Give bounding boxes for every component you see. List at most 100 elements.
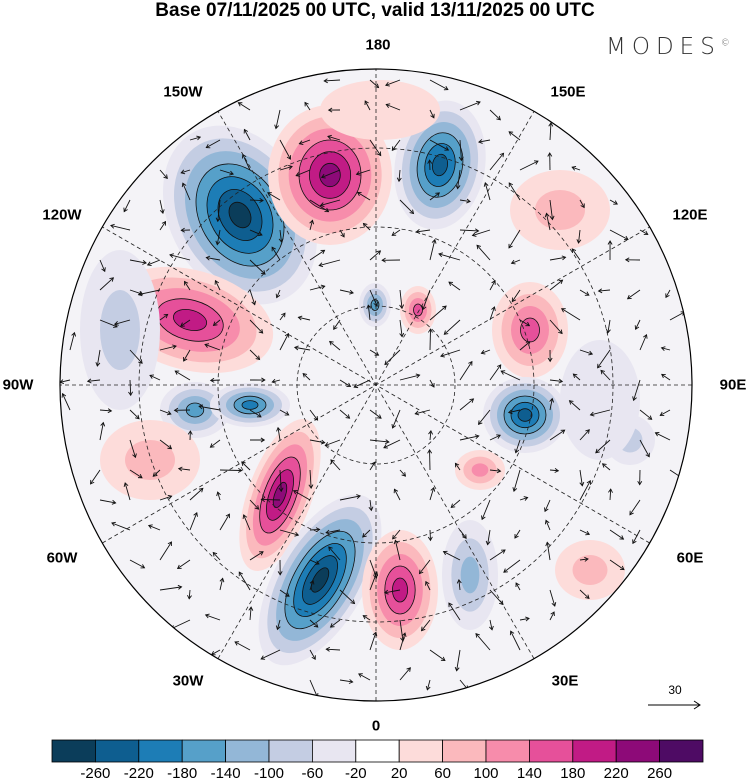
wind-arrow xyxy=(607,240,613,261)
colorbar-bin xyxy=(51,739,96,763)
wind-arrow xyxy=(320,169,341,179)
wind-arrow xyxy=(626,289,641,300)
wind-arrow xyxy=(159,169,168,180)
wind-arrow xyxy=(176,559,191,570)
anomaly-blob xyxy=(359,283,391,327)
anomaly-field xyxy=(80,80,655,666)
wind-arrow xyxy=(309,649,316,660)
colorbar xyxy=(51,739,704,763)
wind-arrow xyxy=(489,549,506,561)
wind-arrow xyxy=(366,304,372,321)
wind-arrow xyxy=(249,437,266,443)
wind-arrow xyxy=(276,426,281,441)
wind-arrow xyxy=(399,289,405,310)
logo-mark: © xyxy=(720,38,730,49)
wind-arrow xyxy=(129,259,147,265)
wind-arrow xyxy=(339,409,351,419)
wind-arrow xyxy=(187,589,192,600)
wind-arrow xyxy=(99,499,117,505)
wind-arrow xyxy=(159,494,173,501)
wind-arrow xyxy=(385,79,401,87)
anomaly-blob xyxy=(400,286,436,334)
map-border xyxy=(59,68,693,702)
wind-arrow xyxy=(489,280,496,291)
wind-arrow xyxy=(544,519,551,531)
wind-arrow xyxy=(429,109,435,119)
wind-arrow xyxy=(129,439,137,459)
wind-arrow xyxy=(205,139,221,149)
wind-arrow xyxy=(476,244,491,261)
wind-arrow xyxy=(309,284,326,291)
wind-arrow xyxy=(292,490,311,501)
wind-arrow xyxy=(241,153,251,171)
wind-arrow xyxy=(429,79,449,91)
wind-arrow xyxy=(519,341,531,351)
wind-arrow xyxy=(399,632,407,651)
wind-arrow xyxy=(544,499,551,513)
wind-arrow xyxy=(279,165,293,171)
wind-arrow xyxy=(61,392,71,411)
wind-arrow xyxy=(568,400,581,411)
wind-arrow xyxy=(549,611,555,621)
wind-arrow xyxy=(632,379,641,402)
wind-arrow xyxy=(418,559,431,575)
wind-arrow xyxy=(509,630,521,651)
wind-arrow xyxy=(549,319,563,335)
wind-arrow xyxy=(216,491,221,501)
wind-arrow xyxy=(547,349,553,363)
wind-arrow xyxy=(489,434,501,441)
wind-arrow xyxy=(260,497,281,502)
wind-arrow xyxy=(399,469,407,477)
wind-vectors xyxy=(60,78,686,698)
wind-arrow xyxy=(99,408,113,414)
wind-arrow xyxy=(309,619,319,628)
colorbar-bin xyxy=(485,739,530,763)
wind-arrow xyxy=(661,373,671,381)
wind-arrow xyxy=(279,312,286,321)
anomaly-blob xyxy=(483,377,567,453)
wind-arrow xyxy=(275,289,281,299)
wind-arrow xyxy=(362,615,371,621)
wind-arrow xyxy=(327,107,341,113)
wind-arrow xyxy=(549,279,564,291)
wind-arrow xyxy=(428,430,434,441)
wind-arrow xyxy=(508,131,521,141)
wind-arrow xyxy=(391,229,401,236)
wind-arrow xyxy=(391,139,401,152)
wind-arrow xyxy=(339,679,354,684)
wind-arrow xyxy=(293,345,311,351)
wind-arrow xyxy=(249,349,261,361)
wind-arrow xyxy=(318,259,341,268)
wind-arrow xyxy=(489,109,501,121)
lon-label-180: 180 xyxy=(365,36,391,54)
colorbar-tick-label: 180 xyxy=(560,765,586,782)
wind-arrow xyxy=(427,328,433,351)
wind-arrow xyxy=(159,439,173,450)
wind-arrow xyxy=(393,539,401,561)
wind-arrow xyxy=(212,551,221,561)
wind-arrow xyxy=(267,192,281,201)
wind-arrow xyxy=(608,488,613,501)
wind-arrow xyxy=(440,349,461,358)
wind-arrow xyxy=(448,281,461,291)
wind-arrow xyxy=(234,641,251,651)
wind-arrow xyxy=(249,409,262,418)
wind-arrow xyxy=(639,439,650,458)
wind-arrow xyxy=(123,482,131,501)
map-title: Base 07/11/2025 00 UTC, valid 13/11/2025… xyxy=(155,0,595,21)
wind-arrow xyxy=(443,319,461,335)
wind-arrow xyxy=(507,409,521,415)
wind-arrow xyxy=(327,134,341,141)
wind-arrow xyxy=(637,469,643,486)
wind-arrow xyxy=(149,374,161,381)
wind-arrow xyxy=(111,521,131,531)
wind-arrow xyxy=(415,229,431,234)
wind-arrow xyxy=(242,514,251,531)
wind-arrow xyxy=(243,128,251,141)
wind-arrow xyxy=(396,169,402,183)
wind-arrow xyxy=(271,246,281,261)
wind-arrow xyxy=(632,529,641,545)
wind-arrow xyxy=(297,315,311,321)
wind-arrow xyxy=(385,103,401,111)
wind-arrow xyxy=(597,288,611,294)
